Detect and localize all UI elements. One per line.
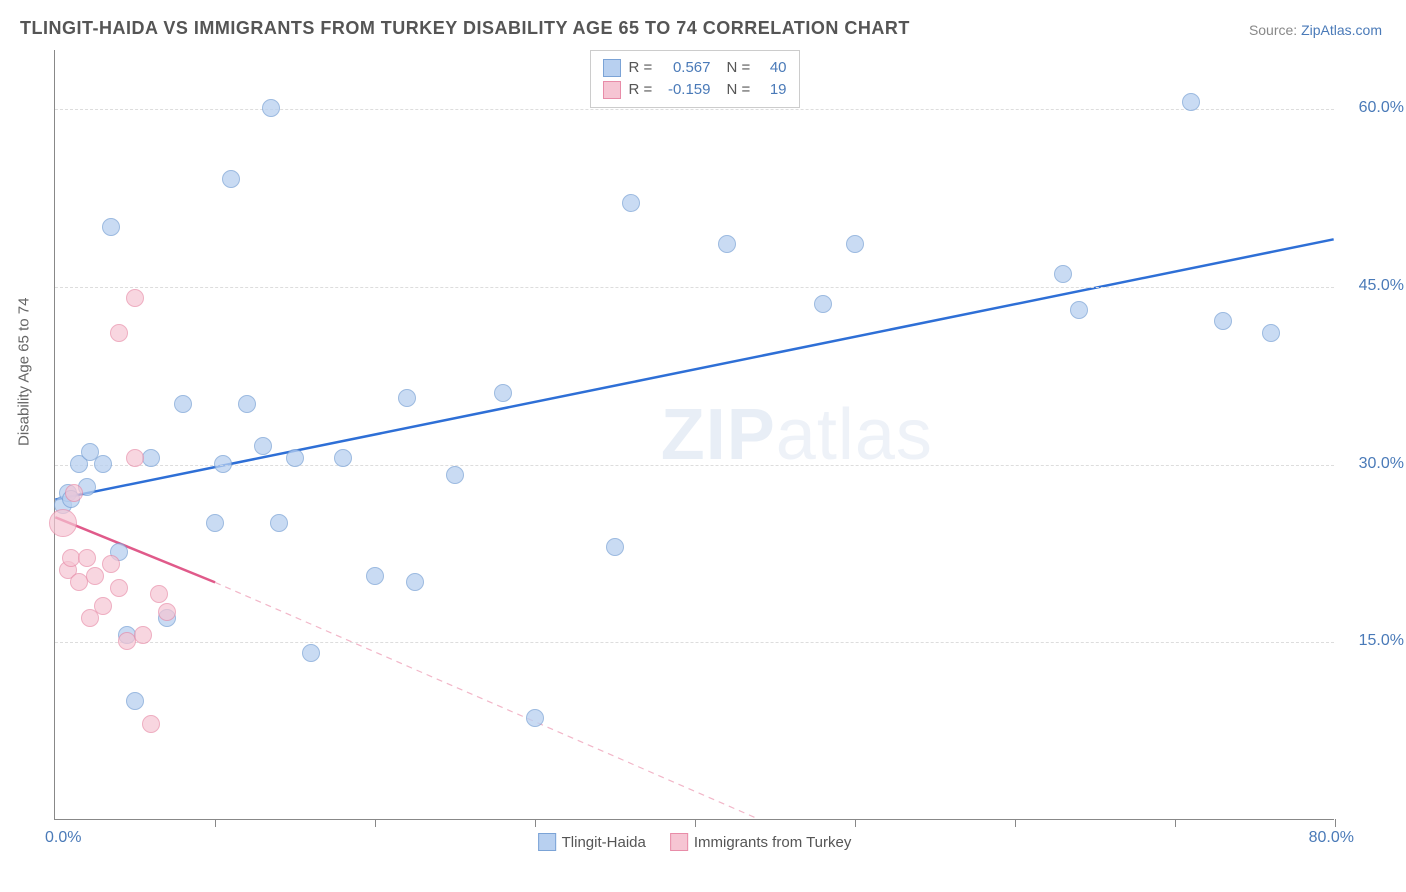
correlation-legend: R = 0.567 N = 40 R = -0.159 N = 19: [590, 50, 800, 108]
scatter-point: [126, 692, 144, 710]
scatter-point: [406, 573, 424, 591]
scatter-point: [1262, 324, 1280, 342]
y-tick-label: 60.0%: [1344, 99, 1404, 117]
scatter-point: [142, 449, 160, 467]
gridline-h: [55, 287, 1334, 288]
scatter-point: [846, 235, 864, 253]
n-label-1: N =: [727, 57, 751, 79]
scatter-point: [222, 170, 240, 188]
watermark: ZIPatlas: [661, 394, 933, 476]
chart-title: TLINGIT-HAIDA VS IMMIGRANTS FROM TURKEY …: [20, 18, 910, 39]
r-value-2: -0.159: [661, 79, 711, 101]
scatter-point: [134, 626, 152, 644]
scatter-point: [334, 449, 352, 467]
trend-lines: [55, 50, 1334, 819]
scatter-point: [206, 514, 224, 532]
scatter-point: [606, 538, 624, 556]
scatter-point: [150, 585, 168, 603]
series-legend: Tlingit-Haida Immigrants from Turkey: [538, 833, 852, 851]
y-tick-label: 30.0%: [1344, 455, 1404, 473]
legend-item-1: Tlingit-Haida: [538, 833, 646, 851]
gridline-h: [55, 465, 1334, 466]
legend-swatch-2: [603, 81, 621, 99]
scatter-point: [86, 567, 104, 585]
scatter-point: [1070, 301, 1088, 319]
scatter-point: [110, 579, 128, 597]
scatter-point: [366, 567, 384, 585]
y-tick-label: 45.0%: [1344, 277, 1404, 295]
chart-plot-area: ZIPatlas R = 0.567 N = 40 R = -0.159 N =…: [54, 50, 1334, 820]
scatter-point: [814, 295, 832, 313]
x-tick: [1175, 819, 1176, 827]
x-tick: [375, 819, 376, 827]
x-tick: [855, 819, 856, 827]
scatter-point: [102, 555, 120, 573]
scatter-point: [126, 449, 144, 467]
x-tick: [695, 819, 696, 827]
scatter-point: [398, 389, 416, 407]
scatter-point: [1214, 312, 1232, 330]
scatter-point: [302, 644, 320, 662]
y-axis-label: Disability Age 65 to 74: [16, 298, 33, 446]
scatter-point: [270, 514, 288, 532]
scatter-point: [65, 484, 83, 502]
legend-bottom-swatch-2: [670, 833, 688, 851]
x-tick: [1015, 819, 1016, 827]
watermark-atlas: atlas: [776, 395, 933, 475]
scatter-point: [94, 455, 112, 473]
legend-item-2: Immigrants from Turkey: [670, 833, 852, 851]
scatter-point: [174, 395, 192, 413]
scatter-point: [494, 384, 512, 402]
legend-row-series-1: R = 0.567 N = 40: [603, 57, 787, 79]
scatter-point: [238, 395, 256, 413]
scatter-point: [622, 194, 640, 212]
scatter-point: [142, 715, 160, 733]
scatter-point: [262, 99, 280, 117]
x-tick: [1335, 819, 1336, 827]
legend-swatch-1: [603, 59, 621, 77]
scatter-point: [254, 437, 272, 455]
legend-bottom-label-1: Tlingit-Haida: [562, 834, 646, 851]
watermark-zip: ZIP: [661, 395, 776, 475]
scatter-point: [446, 466, 464, 484]
legend-row-series-2: R = -0.159 N = 19: [603, 79, 787, 101]
r-label-1: R =: [629, 57, 653, 79]
x-axis-min-label: 0.0%: [45, 829, 81, 847]
x-axis-max-label: 80.0%: [1309, 829, 1354, 847]
source-label: Source: ZipAtlas.com: [1249, 22, 1382, 38]
x-tick: [535, 819, 536, 827]
n-label-2: N =: [727, 79, 751, 101]
legend-bottom-label-2: Immigrants from Turkey: [694, 834, 852, 851]
x-tick: [215, 819, 216, 827]
n-value-2: 19: [759, 79, 787, 101]
scatter-point: [49, 509, 77, 537]
r-label-2: R =: [629, 79, 653, 101]
scatter-point: [214, 455, 232, 473]
scatter-point: [110, 324, 128, 342]
gridline-h: [55, 642, 1334, 643]
source-prefix: Source:: [1249, 22, 1297, 38]
scatter-point: [94, 597, 112, 615]
scatter-point: [126, 289, 144, 307]
scatter-point: [158, 603, 176, 621]
scatter-point: [78, 549, 96, 567]
scatter-point: [718, 235, 736, 253]
y-tick-label: 15.0%: [1344, 632, 1404, 650]
scatter-point: [102, 218, 120, 236]
scatter-point: [1182, 93, 1200, 111]
gridline-h: [55, 109, 1334, 110]
scatter-point: [1054, 265, 1072, 283]
source-link[interactable]: ZipAtlas.com: [1301, 22, 1382, 38]
legend-bottom-swatch-1: [538, 833, 556, 851]
scatter-point: [526, 709, 544, 727]
r-value-1: 0.567: [661, 57, 711, 79]
n-value-1: 40: [759, 57, 787, 79]
scatter-point: [286, 449, 304, 467]
